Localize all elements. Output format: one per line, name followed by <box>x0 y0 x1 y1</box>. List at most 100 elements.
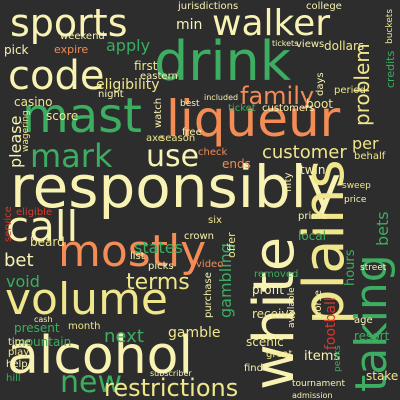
word-tickets: tickets <box>272 39 299 48</box>
word-month: month <box>68 321 101 332</box>
word-mostly: mostly <box>58 226 207 277</box>
word-walker: walker <box>212 3 331 44</box>
word-check: check <box>198 147 228 158</box>
word-subscriber: subscriber <box>150 369 192 378</box>
word-buckets: buckets <box>385 8 395 44</box>
word-video: video <box>196 259 224 270</box>
word-jurisdictions: jurisdictions <box>178 1 239 12</box>
word-find: find <box>244 363 263 374</box>
word-days: days <box>315 72 326 96</box>
word-stake: stake <box>366 369 399 383</box>
word-age: age <box>354 315 373 326</box>
word-present: present <box>14 321 60 335</box>
word-great: great <box>266 349 293 360</box>
word-expire: expire <box>54 43 89 56</box>
word-dollars: dollars <box>324 39 365 53</box>
word-behalf: behalf <box>354 151 386 162</box>
word-season: season <box>160 133 196 144</box>
word-pick: pick <box>4 43 29 57</box>
word-axe: axe <box>146 133 164 144</box>
word-service: service <box>3 206 14 242</box>
word-cash: cash <box>34 315 53 324</box>
word-scenic: scenic <box>246 335 284 349</box>
word-eastern: eastern <box>140 71 178 82</box>
word-prime: prime <box>298 211 328 222</box>
word-night: night <box>98 89 124 100</box>
word-states: states <box>134 238 183 257</box>
word-weekend: weekend <box>60 31 105 42</box>
word-bets: bets <box>373 211 392 246</box>
word-ticket: ticket <box>228 103 256 114</box>
word-restrictions: restrictions <box>104 374 239 400</box>
word-crown: crown <box>184 231 215 242</box>
word-mast: mast <box>22 88 142 144</box>
word-family: family <box>240 82 315 110</box>
word-watch: watch <box>153 97 164 128</box>
word-credits: credits <box>384 50 397 88</box>
word-resort: resort <box>354 329 390 343</box>
word-period: period <box>334 85 366 96</box>
word-next: next <box>104 326 144 347</box>
word-admission: admission <box>292 391 333 400</box>
word-wagering: wagering <box>21 110 31 152</box>
word-best: best <box>180 99 200 109</box>
word-terms: terms <box>126 270 190 295</box>
word-customers: customers <box>262 103 315 114</box>
word-offer: offer <box>225 232 238 258</box>
word-new: new <box>60 365 123 400</box>
word-per: per <box>352 134 379 153</box>
word-purchase: purchase <box>203 272 214 318</box>
word-horse: horse <box>313 290 324 318</box>
word-removed: removed <box>254 269 299 280</box>
word-min: min <box>176 17 203 33</box>
word-gamble: gamble <box>168 325 221 341</box>
word-hours: hours <box>343 249 358 286</box>
word-code: code <box>8 53 105 99</box>
word-sports: sports <box>10 1 128 45</box>
word-first: first <box>134 59 158 73</box>
word-liqueur: liqueur <box>166 90 341 148</box>
word-sweep: sweep <box>342 181 371 191</box>
word-boot: boot <box>306 97 334 111</box>
word-mountain: mountain <box>14 335 72 349</box>
word-college: college <box>306 1 342 12</box>
word-fifty: fifty <box>283 172 294 192</box>
word-bet: bet <box>4 250 34 271</box>
word-apply: apply <box>106 36 151 55</box>
word-eligibility: eligibility <box>96 77 160 93</box>
word-beard: beard <box>30 235 65 249</box>
word-profit: profit <box>252 283 284 297</box>
word-hill: hill <box>6 373 21 384</box>
word-views: views <box>296 39 325 50</box>
word-twin: twin <box>300 163 326 177</box>
word-help: help <box>6 359 28 370</box>
word-football: football <box>323 297 339 350</box>
word-play: play <box>8 347 30 358</box>
word-customer: customer <box>262 142 347 163</box>
word-picks: picks <box>148 261 174 272</box>
word-free: free <box>182 127 202 138</box>
word-ends: ends <box>222 157 251 171</box>
word-drink: drink <box>154 30 291 93</box>
word-items: items <box>304 349 341 364</box>
word-included: included <box>204 93 239 102</box>
word-street: street <box>360 263 387 273</box>
word-call: call <box>6 202 79 251</box>
word-receive: receive <box>252 307 296 321</box>
word-responsibly: responsibly <box>10 153 342 221</box>
word-mark: mark <box>30 137 113 175</box>
word-local: local <box>298 229 326 243</box>
word-price: price <box>344 195 367 205</box>
word-eligible: eligible <box>16 207 53 218</box>
word-peaks: peaks <box>333 345 343 372</box>
word-time: time <box>8 337 31 348</box>
word-casino: casino <box>14 95 53 109</box>
word-six: six <box>208 215 222 226</box>
word-use: use <box>146 139 200 174</box>
word-tournament: tournament <box>292 379 346 389</box>
word-volume: volume <box>5 274 169 325</box>
word-list: list <box>130 251 145 262</box>
word-void: void <box>6 272 40 291</box>
word-score: score <box>46 109 79 123</box>
